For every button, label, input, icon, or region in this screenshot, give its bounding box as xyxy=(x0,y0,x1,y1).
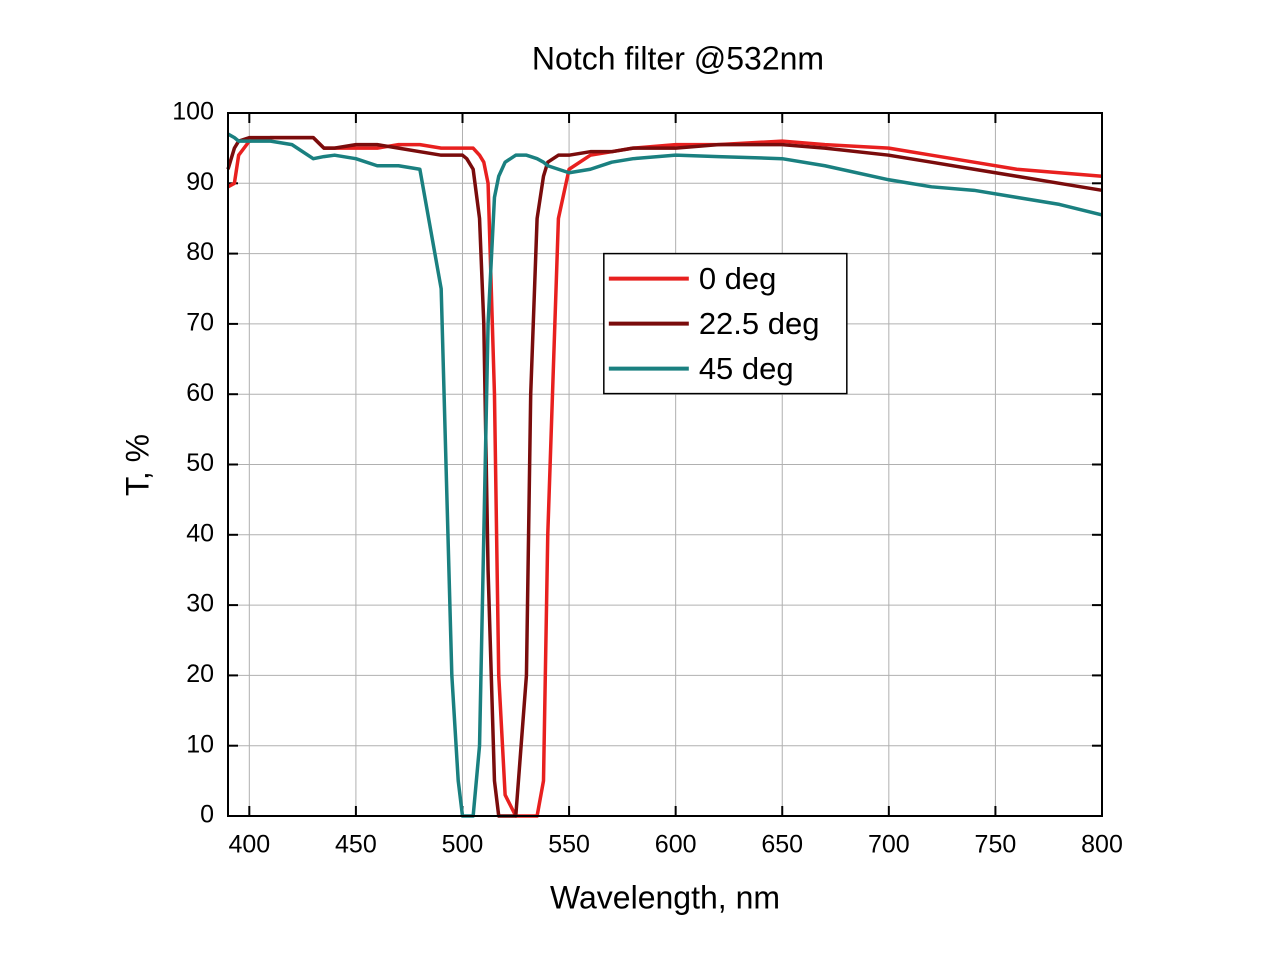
x-tick-label: 800 xyxy=(1081,831,1123,859)
x-tick-label: 650 xyxy=(761,831,803,859)
plot-frame xyxy=(227,112,1103,817)
y-tick-label: 80 xyxy=(186,238,214,266)
y-tick-label: 90 xyxy=(186,168,214,196)
x-tick-label: 550 xyxy=(548,831,590,859)
y-tick-label: 20 xyxy=(186,660,214,688)
y-tick-label: 10 xyxy=(186,730,214,758)
y-tick-label: 0 xyxy=(200,801,214,829)
x-tick-label: 600 xyxy=(655,831,697,859)
y-tick-label: 40 xyxy=(186,519,214,547)
y-tick-label: 100 xyxy=(172,98,214,126)
y-tick-label: 60 xyxy=(186,379,214,407)
legend-label: 0 deg xyxy=(699,261,777,296)
x-tick-label: 750 xyxy=(975,831,1017,859)
legend-label: 22.5 deg xyxy=(699,306,820,341)
y-tick-label: 70 xyxy=(186,309,214,337)
data-line xyxy=(227,132,1103,818)
x-tick-label: 700 xyxy=(868,831,910,859)
chart-title: Notch filter @532nm xyxy=(532,40,824,76)
data-line xyxy=(227,135,1103,818)
x-tick-label: 500 xyxy=(442,831,484,859)
data-line xyxy=(226,135,1103,818)
x-axis-label: Wavelength, nm xyxy=(550,879,780,915)
y-tick-label: 50 xyxy=(186,449,214,477)
y-tick-label: 30 xyxy=(186,590,214,618)
x-tick-label: 400 xyxy=(228,831,270,859)
x-tick-label: 450 xyxy=(335,831,377,859)
legend-label: 45 deg xyxy=(699,351,794,386)
y-axis-label: T, % xyxy=(119,434,155,496)
